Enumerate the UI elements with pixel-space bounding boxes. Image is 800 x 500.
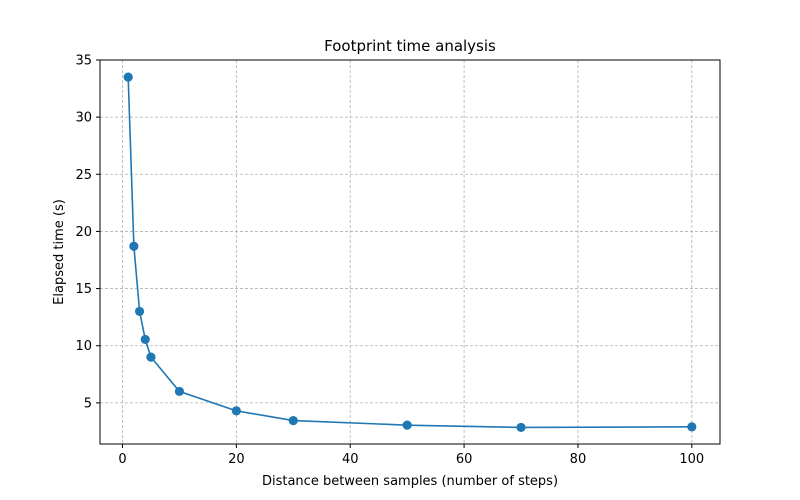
data-point <box>134 306 145 317</box>
y-tick-label: 10 <box>75 339 92 354</box>
series-layer <box>123 72 697 433</box>
x-tick-label: 80 <box>570 452 587 467</box>
data-point <box>687 422 697 432</box>
y-tick-label: 20 <box>75 225 92 240</box>
y-axis-title: Elapsed time (s) <box>52 199 67 305</box>
y-tick-label: 35 <box>75 54 92 69</box>
y-tick-label: 25 <box>75 168 92 183</box>
data-point <box>231 406 241 416</box>
y-tick-label: 30 <box>75 111 92 126</box>
data-point <box>288 415 298 426</box>
data-point <box>402 420 412 430</box>
plot-frame <box>99 59 721 445</box>
x-axis-title: Distance between samples (number of step… <box>262 474 558 489</box>
ticks: 0 20 40 60 80 100 5 10 15 20 25 30 35 <box>75 54 704 468</box>
data-point <box>140 334 150 345</box>
chart-title: Footprint time analysis <box>324 37 496 55</box>
x-tick-label: 20 <box>228 452 245 467</box>
y-tick-label: 5 <box>84 396 92 411</box>
data-point <box>174 386 185 397</box>
y-tick-label: 15 <box>75 282 92 297</box>
data-point <box>516 422 526 433</box>
data-point <box>146 352 156 362</box>
data-point <box>123 72 133 82</box>
data-point <box>129 241 139 251</box>
x-tick-label: 0 <box>118 452 126 467</box>
x-tick-label: 100 <box>679 452 704 467</box>
x-tick-label: 60 <box>456 452 473 467</box>
x-tick-label: 40 <box>342 452 359 467</box>
